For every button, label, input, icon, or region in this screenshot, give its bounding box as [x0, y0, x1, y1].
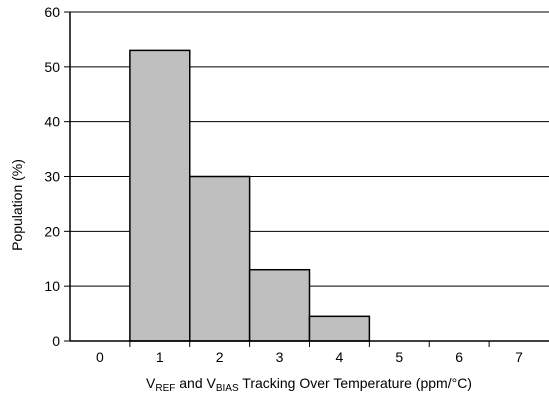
y-tick-label: 0 — [52, 333, 60, 349]
x-axis-label: VREF and VBIAS Tracking Over Temperature… — [146, 375, 472, 394]
x-tick-label: 1 — [156, 349, 164, 365]
axes — [64, 11, 549, 347]
x-tick-label: 0 — [96, 349, 104, 365]
x-axis-label-text: and V — [175, 375, 216, 391]
bar-3 — [248, 268, 311, 342]
x-axis-label-text: Tracking Over Temperature (ppm/°C) — [239, 375, 472, 391]
x-axis-label-subscript: REF — [155, 383, 175, 394]
x-tick-labels: 0 1 2 3 4 5 6 7 — [96, 349, 523, 365]
x-tick-label: 6 — [455, 349, 463, 365]
x-tick-label: 5 — [395, 349, 403, 365]
x-axis-label-subscript: BIAS — [216, 383, 239, 394]
x-tick-label: 7 — [515, 349, 523, 365]
x-tick-label: 4 — [336, 349, 344, 365]
x-tick-label: 2 — [216, 349, 224, 365]
bars — [129, 49, 371, 342]
y-tick-labels: 0 10 20 30 40 50 60 — [44, 4, 60, 349]
bar-4 — [308, 315, 371, 342]
y-tick-label: 20 — [44, 223, 60, 239]
y-tick-label: 40 — [44, 114, 60, 130]
bar-1 — [129, 49, 191, 342]
x-axis-label-text: V — [146, 375, 156, 391]
bar-2 — [189, 175, 251, 342]
y-tick-label: 10 — [44, 278, 60, 294]
x-tick-label: 3 — [276, 349, 284, 365]
y-tick-label: 30 — [44, 169, 60, 185]
y-tick-label: 60 — [44, 4, 60, 20]
y-axis-label: Population (%) — [9, 159, 25, 251]
y-tick-label: 50 — [44, 59, 60, 75]
